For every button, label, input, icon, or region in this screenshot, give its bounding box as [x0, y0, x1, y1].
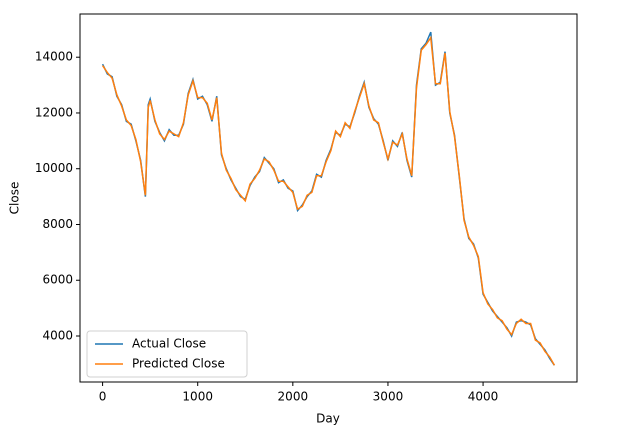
y-tick-label: 14000: [35, 50, 73, 64]
y-tick-label: 10000: [35, 161, 73, 175]
x-axis-label: Day: [316, 412, 340, 426]
x-tick-label: 2000: [278, 390, 309, 404]
legend-label: Predicted Close: [132, 357, 225, 371]
series-line: [101, 35, 556, 366]
legend-label: Actual Close: [132, 337, 206, 351]
y-tick-label: 8000: [42, 217, 73, 231]
x-tick-label: 4000: [468, 390, 499, 404]
x-tick-label: 3000: [373, 390, 404, 404]
legend-box: [86, 330, 248, 378]
y-tick-label: 12000: [35, 105, 73, 119]
y-tick-label: 4000: [42, 329, 73, 343]
series-line: [101, 31, 556, 366]
y-tick-label: 6000: [42, 273, 73, 287]
x-tick-label: 1000: [182, 390, 213, 404]
plot-frame: [79, 13, 578, 383]
y-axis-label: Close: [8, 182, 22, 215]
x-tick-label: 0: [99, 390, 107, 404]
